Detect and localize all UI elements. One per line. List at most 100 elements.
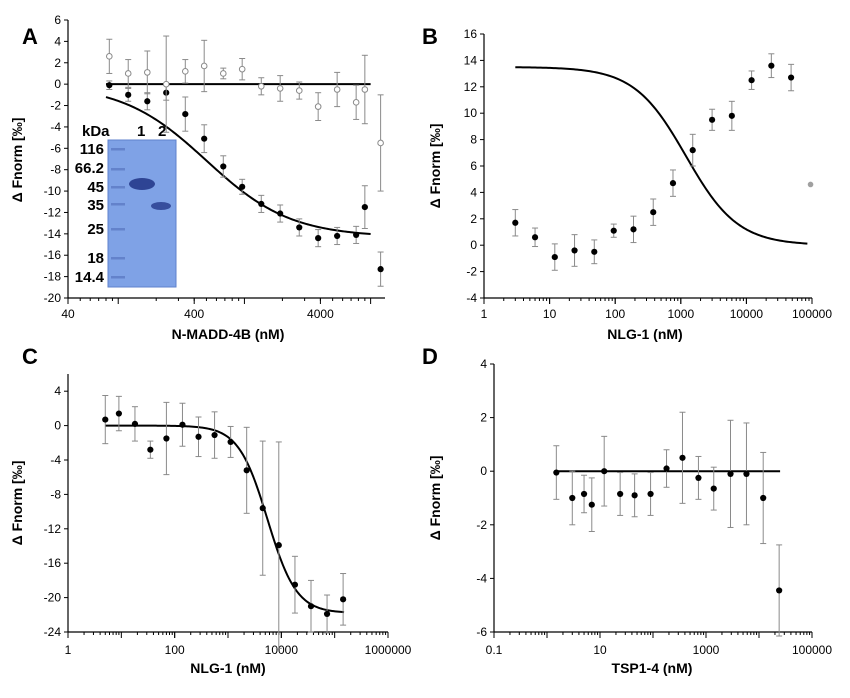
panel-label: A: [22, 24, 38, 49]
data-point: [201, 135, 208, 142]
y-tick-label: -20: [44, 291, 62, 305]
data-point: [689, 147, 696, 154]
data-point: [631, 492, 638, 499]
gel-band-lane1: [129, 178, 155, 190]
data-point: [131, 420, 139, 427]
y-tick-label: -4: [476, 571, 487, 585]
data-point: [147, 446, 154, 453]
y-tick-label: -8: [50, 487, 61, 501]
y-tick-label: -4: [50, 453, 61, 467]
data-point: [601, 468, 608, 475]
data-point: [669, 180, 677, 187]
panel-d: D 4 2 0 -2 -4 -6 0.1 10 1000 100000 TSP1-4 (nM) Δ Fn…: [422, 344, 832, 676]
gel-marker-band: [111, 186, 125, 189]
data-point: [663, 465, 670, 472]
data-point: [553, 469, 560, 476]
y-tick-label: -10: [44, 184, 62, 198]
y-tick-label: 2: [480, 411, 487, 425]
y-tick-label: -18: [44, 270, 62, 284]
data-point: [760, 494, 767, 502]
gel-marker-band: [111, 257, 125, 260]
data-point: [259, 505, 266, 512]
fit-curve: [515, 66, 808, 245]
y-tick-label: 4: [470, 185, 477, 199]
data-point: [708, 116, 716, 123]
gel-kda-label: kDa: [82, 123, 110, 140]
gel-marker-label: 66.2: [75, 160, 104, 177]
data-point: [647, 490, 654, 498]
data-point: [144, 98, 151, 105]
y-tick-label: 2: [54, 56, 61, 70]
fit-curve: [105, 96, 371, 235]
y-axis-title: Δ Fnorm [‰]: [427, 124, 443, 209]
data-point-open: [276, 85, 284, 92]
data-point: [776, 587, 783, 594]
y-tick-label: 6: [470, 159, 477, 173]
y-tick-label: 6: [54, 13, 61, 27]
panel-label: D: [422, 344, 438, 369]
gel-marker-label: 18: [87, 250, 104, 267]
data-point: [258, 200, 265, 208]
y-tick-label: 0: [54, 77, 61, 91]
gel-marker-band: [111, 228, 125, 231]
data-point: [571, 247, 578, 254]
gel-lane-label: 1: [137, 123, 145, 140]
y-tick-label: 8: [470, 133, 477, 147]
data-point: [243, 467, 250, 474]
data-point: [361, 204, 368, 211]
y-tick-label: -4: [466, 291, 477, 305]
data-point: [617, 490, 624, 498]
x-axis-title: NLG-1 (nM): [190, 660, 265, 676]
data-point: [650, 209, 657, 216]
data-point: [580, 490, 588, 498]
x-axis-title: TSP1-4 (nM): [612, 660, 693, 676]
y-tick-label: 16: [464, 27, 478, 41]
data-point: [787, 74, 795, 81]
data-point: [710, 485, 717, 492]
x-tick-label: 100000: [792, 307, 832, 321]
data-point: [239, 183, 246, 190]
y-tick-label: -20: [44, 591, 62, 605]
data-point: [728, 112, 735, 119]
y-tick-label: -2: [476, 518, 487, 532]
data-point: [748, 77, 755, 84]
y-tick-label: 14: [464, 53, 478, 67]
x-tick-label: 1: [481, 307, 488, 321]
x-tick-label: 0.1: [486, 643, 503, 657]
x-tick-label: 1: [65, 643, 72, 657]
data-point: [179, 421, 186, 428]
x-tick-label: 1000: [693, 643, 720, 657]
data-point: [227, 438, 234, 446]
y-tick-label: -2: [466, 265, 477, 279]
data-point: [588, 501, 595, 508]
data-point-open: [181, 68, 189, 75]
data-point: [353, 231, 360, 239]
data-point-open: [295, 87, 303, 94]
data-point: [591, 248, 598, 255]
panel-c: C 4 0 -4 -8 -12 -16 -20 -241 100 10000 1000000 NLG-1…: [9, 344, 412, 676]
panel-b: B 16 14 12 10 8 6 4 2 0 -2 -4 1 10 100 1000 10000 100000 N…: [422, 24, 832, 342]
x-tick-label: 4000: [307, 307, 334, 321]
data-point: [679, 454, 686, 461]
data-point-open: [314, 103, 322, 110]
data-point: [125, 91, 132, 98]
data-point: [291, 581, 299, 588]
y-tick-label: 0: [480, 464, 487, 478]
y-tick-label: 0: [54, 419, 61, 433]
y-tick-label: -4: [50, 120, 61, 134]
x-tick-label: 10000: [265, 643, 299, 657]
y-tick-label: -24: [44, 625, 62, 639]
y-axis-title: Δ Fnorm [‰]: [9, 118, 25, 203]
data-point: [296, 224, 303, 231]
data-point: [182, 110, 189, 118]
data-point-open: [361, 86, 369, 93]
y-tick-label: -8: [50, 163, 61, 177]
data-point-open: [162, 80, 170, 88]
y-tick-label: -2: [50, 99, 61, 113]
y-axis-title: Δ Fnorm [‰]: [9, 461, 25, 546]
data-point: [695, 474, 702, 481]
data-point-open: [144, 69, 151, 76]
y-tick-label: 4: [480, 357, 487, 371]
data-point-open: [352, 99, 360, 106]
